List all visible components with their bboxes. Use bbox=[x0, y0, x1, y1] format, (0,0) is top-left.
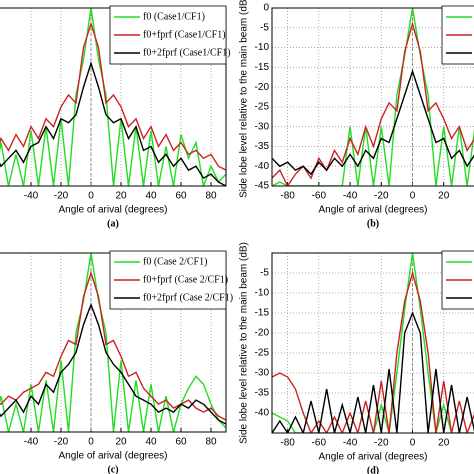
caption: (a) bbox=[107, 218, 119, 229]
plot-frame bbox=[271, 252, 474, 434]
series-group bbox=[0, 8, 226, 186]
series-group bbox=[272, 8, 474, 186]
x-tick-label: -40 bbox=[343, 191, 358, 202]
x-axis-label: Angle of arival (degrees) bbox=[59, 451, 168, 462]
x-tick-label: 0 bbox=[88, 437, 94, 448]
x-tick-label: 40 bbox=[145, 437, 157, 448]
y-tick-label: -25 bbox=[255, 102, 270, 113]
series-line bbox=[0, 61, 226, 186]
x-tick-label: 60 bbox=[175, 437, 187, 448]
x-tick-label: 40 bbox=[145, 191, 157, 202]
x-axis-label: Angle of arival (degrees) bbox=[59, 205, 168, 216]
y-tick-label: -35 bbox=[255, 388, 270, 399]
series-line bbox=[272, 311, 474, 433]
x-tick-label: 20 bbox=[438, 191, 450, 202]
y-tick-label: -15 bbox=[255, 62, 270, 73]
series-line bbox=[272, 69, 474, 176]
legend-label: f0+fprf (Case 2/CF1) bbox=[143, 274, 228, 285]
y-tick-label: -30 bbox=[255, 121, 270, 132]
series-line bbox=[272, 21, 474, 186]
legend-label: f0 (Case 2/CF1) bbox=[143, 256, 207, 267]
x-tick-label: 20 bbox=[115, 437, 127, 448]
y-tick-label: -10 bbox=[255, 42, 270, 53]
x-axis-label: Angle of arival (degrees) bbox=[319, 452, 428, 463]
caption: (d) bbox=[367, 465, 379, 474]
series-group bbox=[0, 253, 226, 432]
legend-label: f0 (Case1/CF1) bbox=[143, 11, 205, 22]
y-tick-label: -20 bbox=[255, 82, 270, 93]
x-tick-label: -20 bbox=[374, 438, 389, 449]
caption: (b) bbox=[367, 218, 379, 229]
y-tick-label: -25 bbox=[255, 348, 270, 359]
y-axis-label: Side lobe level relative to the main bea… bbox=[239, 242, 250, 444]
panel: -80 -60 -40 -20 0 20 -5 -10 -15 -20 -25 -30 -35 -40 An… bbox=[239, 242, 474, 474]
series-line bbox=[0, 302, 226, 425]
series-line bbox=[272, 270, 474, 433]
x-tick-label: -20 bbox=[54, 437, 69, 448]
y-tick-label: -10 bbox=[255, 288, 270, 299]
x-tick-label: 20 bbox=[115, 191, 127, 202]
x-axis-label: Angle of arival (degrees) bbox=[319, 205, 428, 216]
x-tick-label: -40 bbox=[24, 191, 39, 202]
x-tick-label: -40 bbox=[343, 438, 358, 449]
y-tick-label: -40 bbox=[255, 408, 270, 419]
x-tick-label: 0 bbox=[88, 191, 94, 202]
panel: -40 -20 0 20 40 60 80 f0 (Case 2/CF1) f0+fprf (C… bbox=[0, 250, 233, 474]
y-tick-label: -5 bbox=[260, 22, 269, 33]
series-line bbox=[0, 8, 226, 186]
x-tick-label: -20 bbox=[54, 191, 69, 202]
legend-label: f0+2fprf (Case1/CF1) bbox=[143, 47, 231, 58]
plot-frame bbox=[0, 252, 227, 433]
y-tick-label: 0 bbox=[263, 3, 269, 14]
x-tick-label: -20 bbox=[374, 191, 389, 202]
x-tick-label: -40 bbox=[24, 437, 39, 448]
y-tick-label: -30 bbox=[255, 368, 270, 379]
x-tick-label: -80 bbox=[280, 191, 295, 202]
x-tick-label: 20 bbox=[438, 438, 450, 449]
plot-frame bbox=[0, 7, 227, 187]
plot-frame bbox=[271, 7, 474, 187]
y-tick-label: -40 bbox=[255, 161, 270, 172]
x-tick-label: 60 bbox=[175, 191, 187, 202]
y-tick-label: -20 bbox=[255, 328, 270, 339]
x-tick-label: -60 bbox=[312, 438, 327, 449]
series-line bbox=[0, 21, 226, 171]
legend-label: f0+fprf (Case1/CF1) bbox=[143, 29, 226, 40]
x-tick-label: 80 bbox=[205, 437, 217, 448]
y-tick-label: -5 bbox=[260, 268, 269, 279]
y-tick-label: -45 bbox=[255, 181, 270, 192]
x-tick-label: 80 bbox=[205, 191, 217, 202]
x-tick-label: -80 bbox=[280, 438, 295, 449]
y-tick-label: -15 bbox=[255, 308, 270, 319]
x-tick-label: 0 bbox=[410, 191, 416, 202]
x-tick-label: -60 bbox=[312, 191, 327, 202]
panel: -80 -60 -40 -20 0 20 0 -5 -10 -15 -20 -25 -30 -35 -40 -… bbox=[239, 0, 474, 229]
series-group bbox=[272, 253, 474, 433]
y-axis-label: Side lobe level relative to the main bea… bbox=[239, 0, 250, 198]
panel: -40 -20 0 20 40 60 80 f0 (Case1/CF1) f0+fprf (Ca… bbox=[0, 5, 231, 229]
x-tick-label: 0 bbox=[410, 438, 416, 449]
y-tick-label: -35 bbox=[255, 141, 270, 152]
caption: (c) bbox=[107, 464, 118, 474]
legend-label: f0+2fprf (Case 2/CF1) bbox=[143, 292, 233, 303]
